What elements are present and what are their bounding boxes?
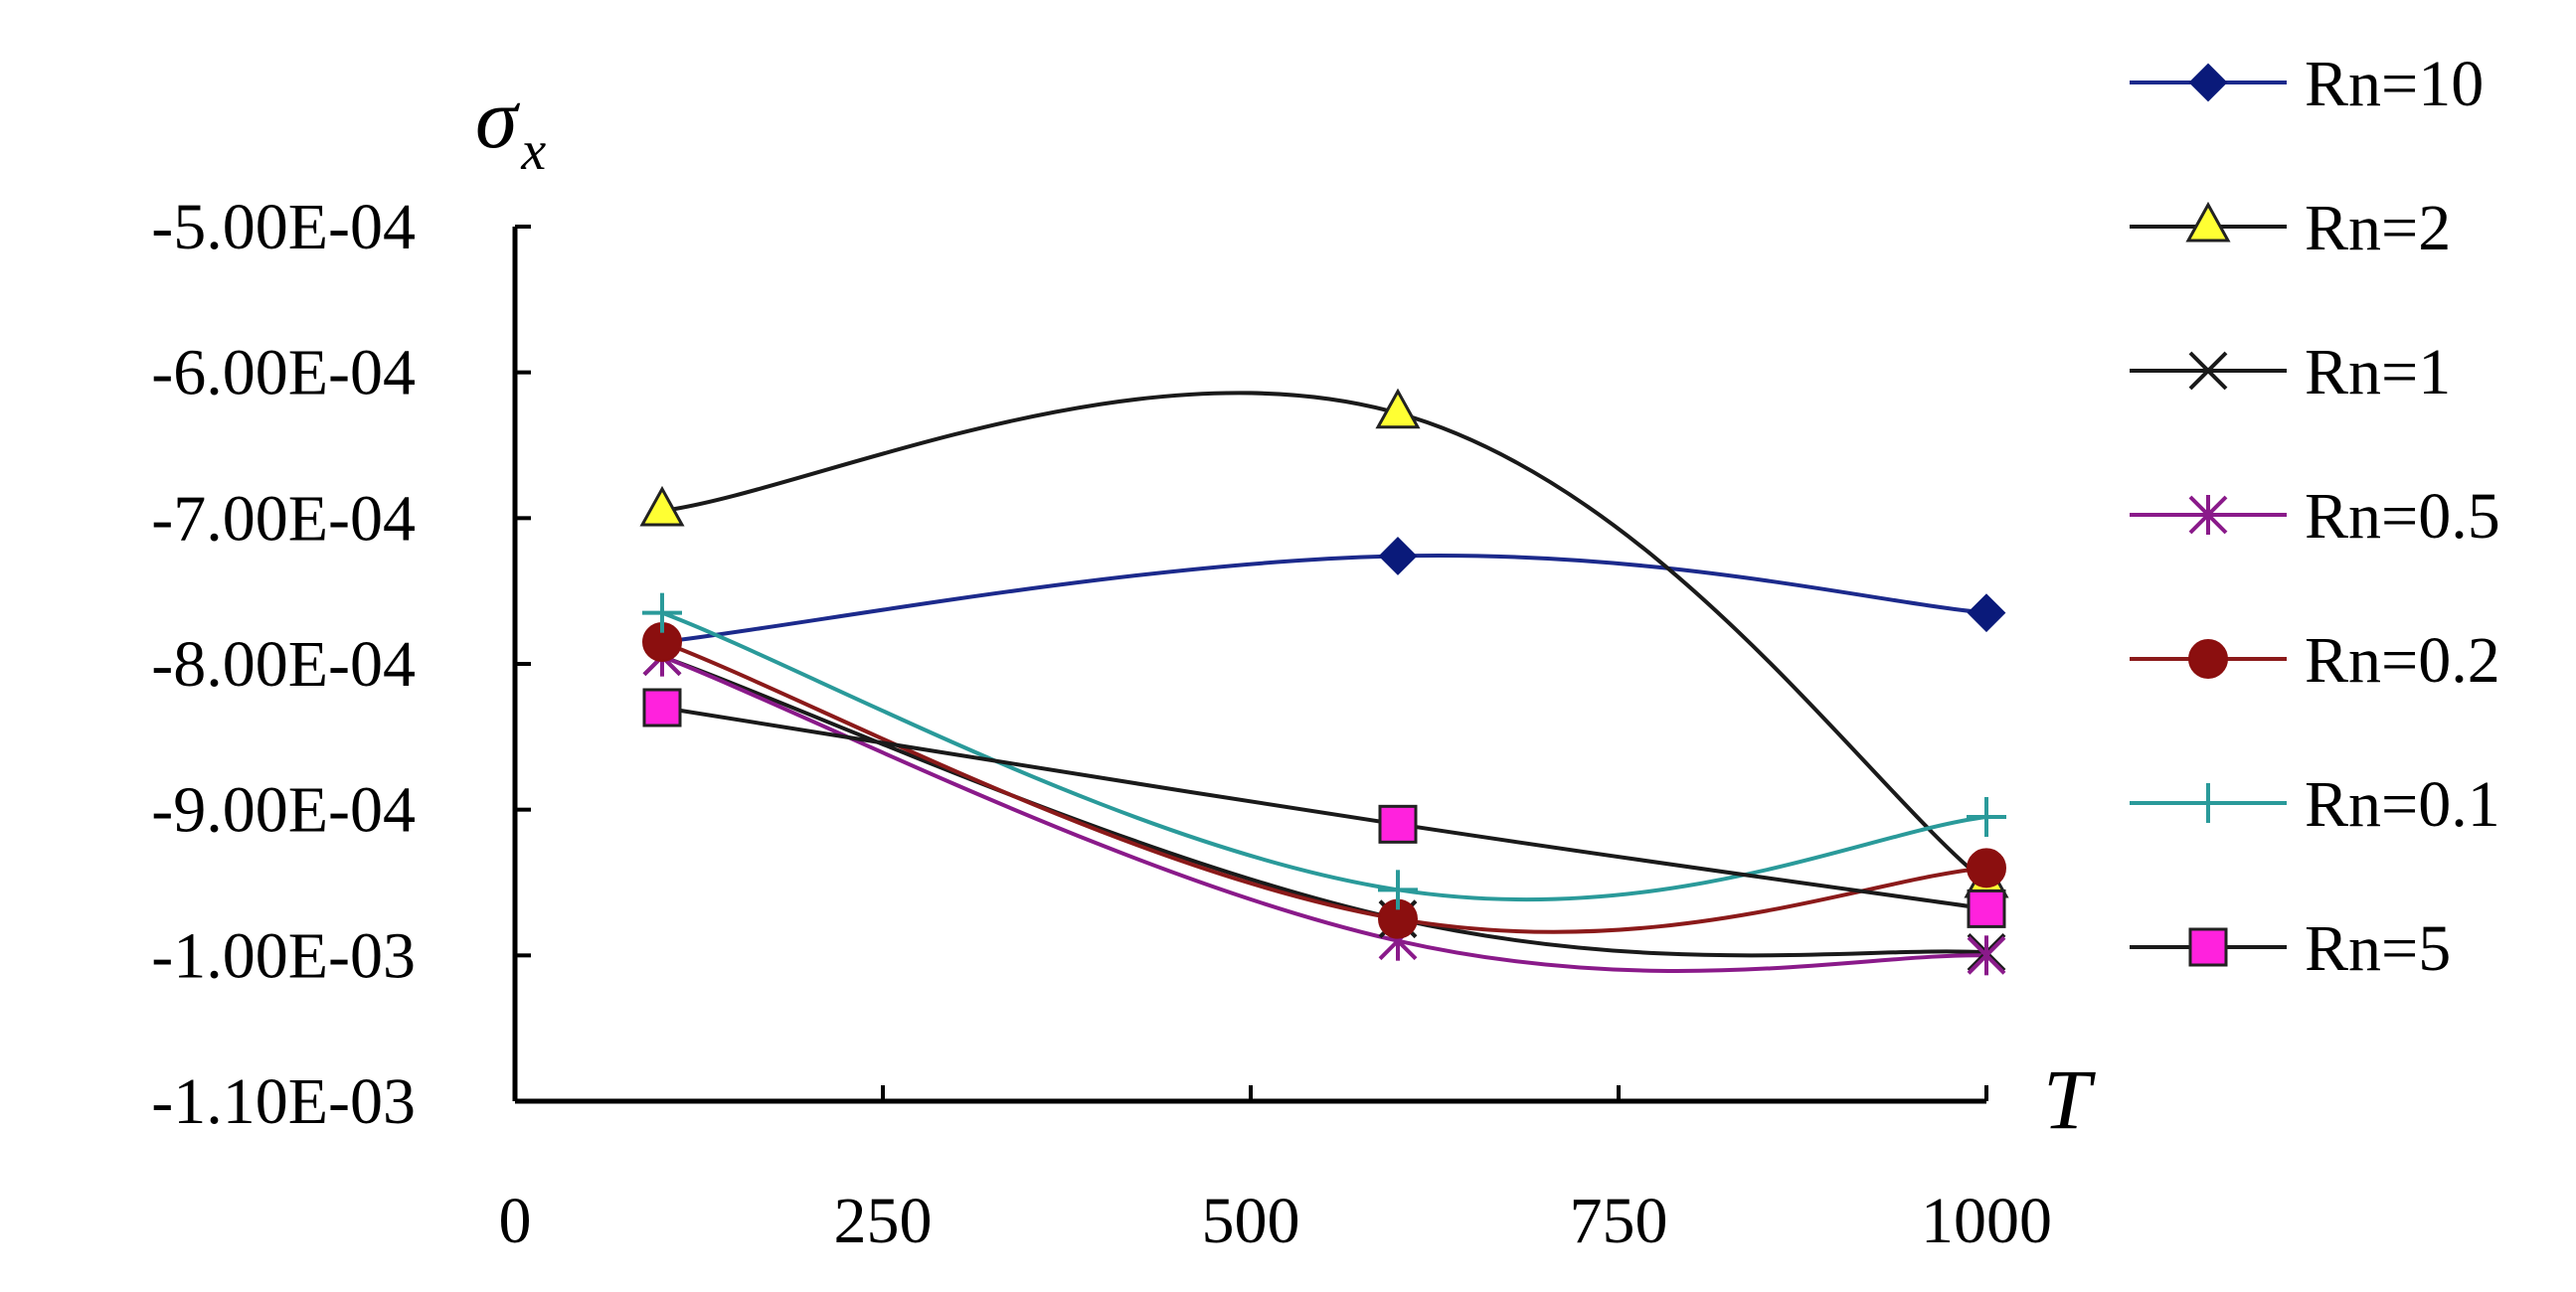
- x-ticks: 0 250 500 750 1000: [499, 1085, 2052, 1257]
- legend-label: Rn=2: [2305, 192, 2451, 264]
- legend-marker: [2188, 639, 2228, 679]
- x-tick-label: 750: [1570, 1185, 1668, 1257]
- data-point: [1967, 797, 2006, 837]
- legend-marker: [2188, 783, 2228, 823]
- legend-item: Rn=0.5: [2130, 480, 2500, 553]
- legend-item: Rn=0.1: [2130, 768, 2500, 841]
- data-point: [1967, 888, 2006, 928]
- legend-item: Rn=5: [2130, 912, 2451, 985]
- legend-marker: [2188, 495, 2228, 535]
- series-line-2: [661, 391, 1988, 885]
- x-tick-label: 1000: [1921, 1185, 2052, 1257]
- y-tick-label: -5.00E-04: [151, 191, 416, 263]
- data-point: [1967, 593, 2006, 633]
- x-tick-label: 250: [834, 1185, 933, 1257]
- plot-area: [639, 388, 2009, 976]
- axes: -5.00E-04 -6.00E-04 -7.00E-04 -8.00E-04 -9.0…: [151, 191, 2052, 1257]
- data-point: [639, 485, 685, 527]
- legend-item: Rn=10: [2130, 48, 2484, 120]
- data-point: [1378, 870, 1418, 910]
- y-tick-label: -1.00E-03: [151, 919, 416, 992]
- y-axis-label-symbol: σ: [475, 71, 521, 166]
- legend-marker: [2188, 351, 2228, 391]
- y-tick-label: -9.00E-04: [151, 774, 416, 847]
- x-tick-label: 0: [499, 1185, 532, 1257]
- data-point: [1378, 537, 1418, 575]
- y-tick-label: -1.10E-03: [151, 1065, 416, 1138]
- series-line-6: [661, 610, 1987, 902]
- series-line-4: [661, 654, 1987, 973]
- series-line-5: [661, 640, 1987, 934]
- series-line-7: [661, 706, 1987, 911]
- y-tick-label: -6.00E-04: [151, 337, 416, 409]
- data-point: [1967, 935, 2006, 976]
- x-tick-label: 500: [1202, 1185, 1300, 1257]
- legend-label: Rn=0.5: [2305, 480, 2500, 553]
- legend-label: Rn=0.2: [2305, 624, 2500, 697]
- legend-label: Rn=1: [2305, 336, 2451, 408]
- legend-marker: [2188, 927, 2228, 967]
- legend: Rn=10 Rn=2 Rn=1 Rn=0.5 Rn=0.2 Rn=0.1 Rn=5: [2130, 48, 2500, 985]
- x-axis-label: T: [2043, 1051, 2096, 1147]
- data-point: [642, 592, 682, 633]
- legend-item: Rn=2: [2130, 192, 2451, 264]
- legend-label: Rn=10: [2305, 48, 2484, 120]
- data-point: [1967, 848, 2006, 888]
- legend-item: Rn=0.2: [2130, 624, 2500, 697]
- y-tick-label: -7.00E-04: [151, 482, 416, 555]
- data-point: [1375, 388, 1421, 429]
- y-axis-label-subscript: x: [520, 120, 546, 182]
- legend-label: Rn=5: [2305, 912, 2451, 985]
- legend-marker: [2185, 201, 2231, 242]
- series-line-1: [661, 554, 1987, 644]
- legend-label: Rn=0.1: [2305, 768, 2500, 841]
- data-point: [642, 688, 682, 727]
- series-markers: [639, 388, 2009, 976]
- legend-item: Rn=1: [2130, 336, 2451, 408]
- legend-marker: [2188, 63, 2228, 102]
- y-tick-label: -8.00E-04: [151, 628, 416, 701]
- y-axis-label: σx: [475, 71, 546, 182]
- series-lines: [661, 391, 1988, 973]
- y-ticks: -5.00E-04 -6.00E-04 -7.00E-04 -8.00E-04 -9.0…: [151, 191, 531, 1138]
- data-point: [1378, 804, 1418, 844]
